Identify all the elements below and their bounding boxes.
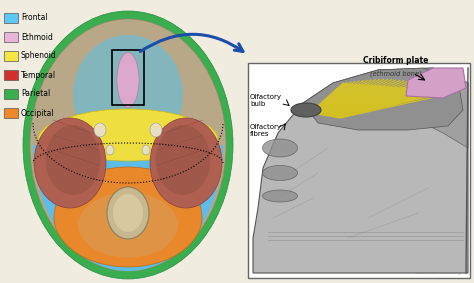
Text: © TeachMeAnatomy: © TeachMeAnatomy bbox=[406, 269, 462, 275]
Ellipse shape bbox=[263, 190, 298, 202]
Bar bbox=[4, 89, 18, 99]
Ellipse shape bbox=[263, 139, 298, 157]
Text: Olfactory
fibres: Olfactory fibres bbox=[250, 123, 282, 136]
Ellipse shape bbox=[34, 118, 106, 208]
Ellipse shape bbox=[38, 121, 98, 159]
Bar bbox=[4, 108, 18, 118]
Ellipse shape bbox=[150, 123, 162, 137]
Text: Cribiform plate: Cribiform plate bbox=[363, 56, 428, 65]
Text: Ethmoid: Ethmoid bbox=[21, 33, 53, 42]
Ellipse shape bbox=[117, 53, 139, 108]
Polygon shape bbox=[310, 83, 453, 118]
Bar bbox=[4, 13, 18, 23]
Ellipse shape bbox=[142, 145, 150, 155]
Ellipse shape bbox=[158, 121, 218, 159]
Ellipse shape bbox=[23, 11, 233, 279]
Ellipse shape bbox=[155, 125, 210, 195]
Bar bbox=[4, 70, 18, 80]
Polygon shape bbox=[33, 145, 223, 271]
Ellipse shape bbox=[291, 103, 321, 117]
Polygon shape bbox=[363, 68, 468, 148]
Bar bbox=[248, 63, 470, 278]
Polygon shape bbox=[303, 68, 463, 130]
Ellipse shape bbox=[263, 166, 298, 181]
Ellipse shape bbox=[73, 35, 183, 155]
Text: Frontal: Frontal bbox=[21, 14, 47, 23]
Text: (ethmoid bone): (ethmoid bone) bbox=[370, 70, 422, 77]
Polygon shape bbox=[253, 68, 468, 273]
Ellipse shape bbox=[54, 167, 202, 267]
Ellipse shape bbox=[106, 145, 114, 155]
Ellipse shape bbox=[150, 118, 222, 208]
Ellipse shape bbox=[94, 123, 106, 137]
Ellipse shape bbox=[78, 192, 178, 258]
Ellipse shape bbox=[48, 109, 208, 161]
Ellipse shape bbox=[107, 187, 149, 239]
Text: Parietal: Parietal bbox=[21, 89, 50, 98]
Polygon shape bbox=[406, 68, 466, 98]
Bar bbox=[112, 50, 144, 105]
Bar bbox=[4, 51, 18, 61]
Text: Sphenoid: Sphenoid bbox=[21, 52, 57, 61]
Text: Olfactory
bulb: Olfactory bulb bbox=[250, 93, 282, 106]
Text: Occipital: Occipital bbox=[21, 108, 55, 117]
Bar bbox=[4, 32, 18, 42]
Ellipse shape bbox=[46, 125, 100, 195]
Ellipse shape bbox=[113, 194, 143, 232]
Text: Temporal: Temporal bbox=[21, 70, 56, 80]
Ellipse shape bbox=[30, 19, 226, 271]
